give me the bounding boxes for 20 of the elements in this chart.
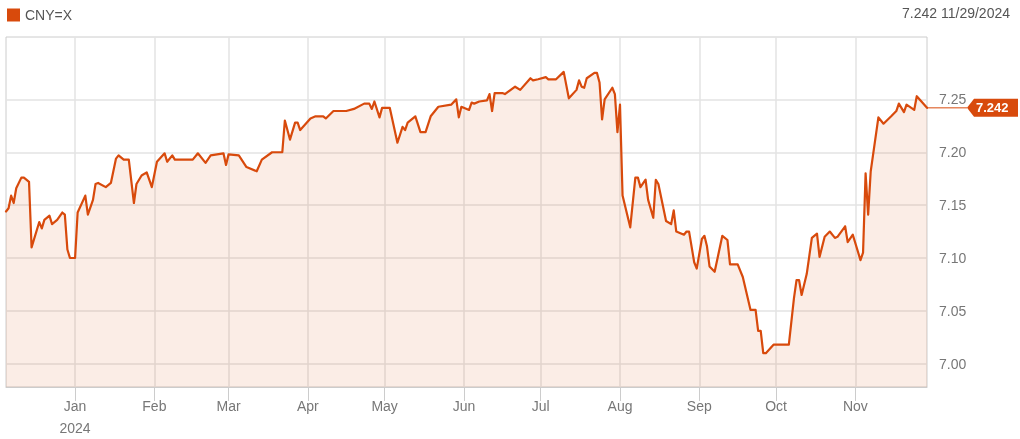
x-tick-label: Nov [842, 398, 868, 414]
text: 7.242 [976, 100, 1009, 116]
y-tick-label: 7.00 [939, 355, 967, 372]
y-tick-label: 7.05 [939, 302, 967, 319]
x-tick-label: May [371, 398, 398, 414]
x-tick-label: Jun [452, 398, 476, 414]
x-tick-label: Mar [216, 398, 241, 414]
x-tick-label: Oct [765, 398, 788, 414]
legend-label: CNY=X [25, 7, 73, 23]
y-tick-label: 7.20 [939, 144, 967, 161]
x-tick-label: Apr [296, 398, 320, 414]
text: 7.242 11/29/2024 [902, 5, 1011, 21]
y-tick-label: 7.25 [939, 91, 967, 108]
y-tick-label: 7.15 [939, 197, 967, 214]
x-tick-label: Feb [142, 398, 167, 414]
x-tick-label: Jan 2024 [59, 398, 91, 436]
x-tick-label: Aug [607, 398, 633, 414]
x-tick-label: Sep [686, 398, 712, 414]
x-tick-label: Jul [531, 398, 550, 414]
y-tick-label: 7.10 [939, 250, 967, 266]
